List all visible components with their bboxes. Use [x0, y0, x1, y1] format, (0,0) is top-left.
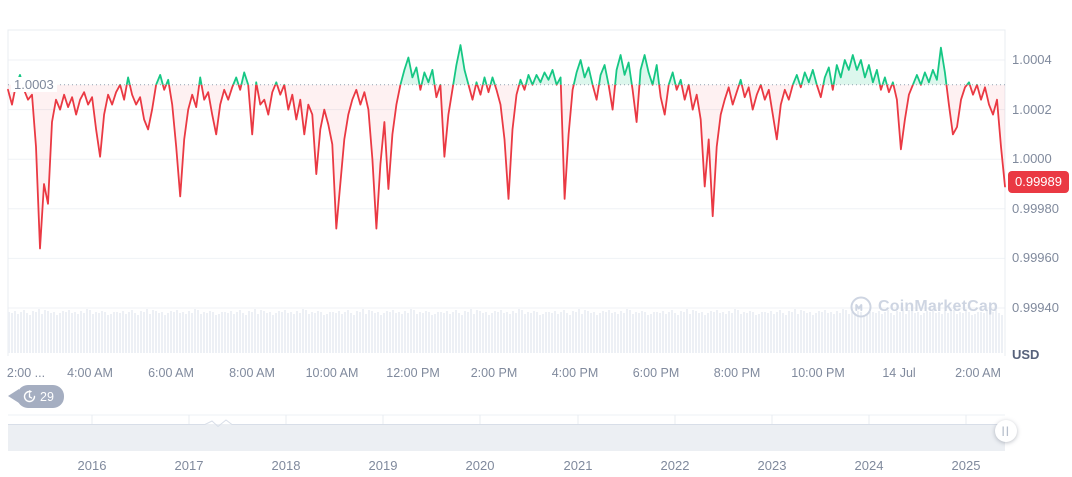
currency-unit-label: USD — [1012, 347, 1040, 362]
y-axis-tick-label: 0.99980 — [1012, 200, 1059, 216]
x-axis-tick-label: 12:00 PM — [386, 366, 440, 380]
x-axis-tick-label: 6:00 PM — [632, 366, 680, 380]
x-axis-tick-label: 6:00 AM — [148, 366, 194, 380]
reference-price-label: 1.0003 — [11, 77, 57, 92]
watermark-text: CoinMarketCap — [878, 298, 998, 315]
navigator-grip-icon: || — [1001, 425, 1011, 437]
x-axis-tick-label: 2:00 ... — [6, 366, 46, 380]
year-label: 2019 — [368, 458, 398, 473]
navigator-handle[interactable]: || — [995, 420, 1017, 442]
price-line-series — [7, 44, 1006, 250]
y-axis-tick-label: 0.99940 — [1012, 300, 1059, 315]
x-axis-tick-label: 2:00 AM — [955, 366, 1001, 380]
year-label: 2023 — [757, 458, 787, 473]
year-label: 2018 — [271, 458, 301, 473]
y-axis-tick-label: 1.0002 — [1012, 101, 1052, 117]
year-label: 2022 — [660, 458, 690, 473]
x-axis-tick-label: 4:00 AM — [67, 366, 113, 380]
timeline-navigator[interactable] — [0, 412, 1072, 457]
history-count: 29 — [40, 389, 54, 404]
navigator-mini-line — [8, 419, 1005, 428]
x-axis-tick-label: 14 Jul — [882, 366, 916, 380]
x-axis-tick-label: 8:00 PM — [713, 366, 761, 380]
coinmarketcap-logo-icon — [850, 296, 872, 318]
watermark: CoinMarketCap — [850, 296, 998, 318]
y-axis-tick-label: 0.99960 — [1012, 250, 1059, 266]
year-label: 2024 — [854, 458, 884, 473]
plot-frame — [7, 29, 1006, 356]
x-axis-tick-label: 4:00 PM — [551, 366, 599, 380]
year-label: 2016 — [77, 458, 107, 473]
price-chart[interactable] — [0, 0, 1072, 400]
x-axis-tick-label: 10:00 PM — [791, 366, 845, 380]
year-label: 2025 — [951, 458, 981, 473]
year-label: 2017 — [174, 458, 204, 473]
volume-bars — [8, 309, 1003, 353]
x-axis-tick-label: 10:00 AM — [305, 366, 359, 380]
current-price-badge: 0.99989 — [1008, 171, 1069, 193]
year-label: 2021 — [563, 458, 593, 473]
x-axis-tick-label: 2:00 PM — [470, 366, 518, 380]
x-axis-tick-label: 8:00 AM — [229, 366, 275, 380]
y-axis-tick-label: 1.0004 — [1012, 52, 1052, 67]
history-clock-icon — [23, 390, 36, 403]
y-axis-tick-label: 1.0000 — [1012, 151, 1052, 167]
year-label: 2020 — [465, 458, 495, 473]
history-badge[interactable]: 29 — [8, 385, 64, 408]
